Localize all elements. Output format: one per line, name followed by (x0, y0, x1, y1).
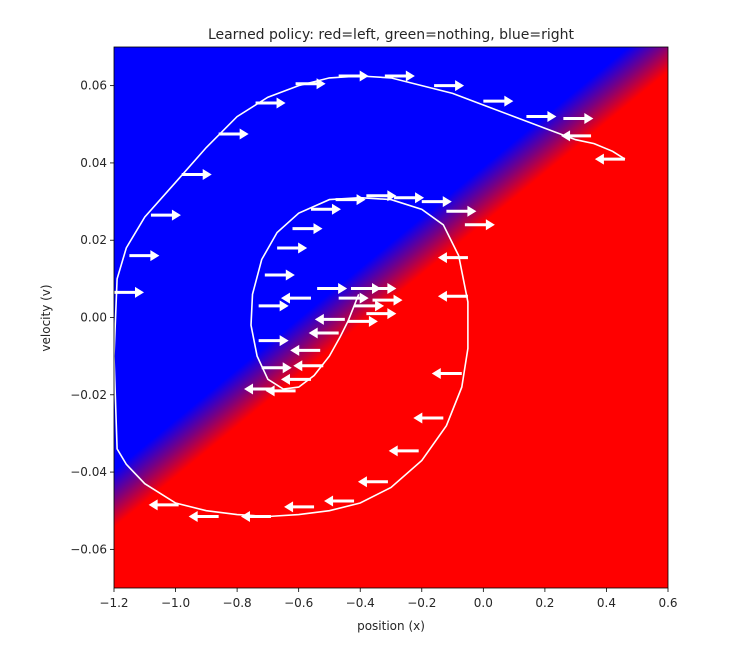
left-arrow (308, 327, 339, 339)
right-arrow (366, 308, 397, 320)
right-arrow (354, 300, 385, 312)
left-arrow (188, 511, 219, 523)
right-arrow (394, 192, 425, 204)
right-arrow (264, 269, 295, 281)
trajectory-line (114, 75, 626, 518)
action-arrows (114, 70, 625, 523)
right-arrow (464, 219, 495, 231)
x-tick-label: 0.0 (474, 596, 493, 610)
x-tick-label: −0.4 (346, 596, 375, 610)
left-arrow (284, 501, 315, 513)
x-axis-title: position (x) (357, 619, 425, 633)
left-arrow (290, 344, 321, 356)
right-arrow (258, 300, 289, 312)
y-tick-label: −0.02 (70, 388, 107, 402)
left-arrow (357, 476, 388, 488)
right-arrow (434, 80, 465, 92)
left-arrow (293, 360, 324, 372)
y-axis-title: velocity (v) (39, 284, 53, 351)
right-arrow (114, 286, 144, 298)
right-arrow (421, 196, 452, 208)
right-arrow (366, 283, 397, 295)
left-arrow (280, 373, 311, 385)
right-arrow (261, 362, 292, 374)
right-arrow (317, 283, 348, 295)
right-arrow (338, 70, 369, 82)
x-tick-label: −1.0 (161, 596, 190, 610)
right-arrow (366, 190, 397, 202)
right-arrow (181, 169, 212, 181)
left-arrow (314, 313, 345, 325)
right-arrow (258, 335, 289, 347)
right-arrow (446, 205, 477, 217)
x-tick-label: −0.2 (407, 596, 436, 610)
left-arrow (388, 445, 419, 457)
x-tick-label: 0.4 (597, 596, 616, 610)
left-arrow (431, 368, 462, 380)
left-arrow (148, 499, 179, 511)
right-arrow (150, 209, 181, 221)
left-arrow (437, 252, 468, 264)
y-tick-label: 0.06 (80, 79, 107, 93)
y-tick-label: 0.00 (80, 311, 107, 325)
right-arrow (526, 111, 557, 123)
right-arrow (218, 128, 249, 140)
right-arrow (310, 203, 341, 215)
y-tick-label: 0.04 (80, 156, 107, 170)
x-axis: −1.2 −1.0 −0.8 −0.6 −0.4 −0.2 0.0 0.2 0.4 0.6 (99, 588, 678, 610)
left-arrow (437, 290, 468, 302)
right-arrow (295, 78, 326, 90)
left-arrow (413, 412, 444, 424)
x-tick-label: 0.2 (535, 596, 554, 610)
left-arrow (244, 383, 275, 395)
right-arrow (277, 242, 308, 254)
y-tick-label: −0.04 (70, 465, 107, 479)
right-arrow (255, 97, 286, 109)
left-arrow (594, 153, 625, 165)
x-tick-label: −1.2 (99, 596, 128, 610)
left-arrow (561, 130, 592, 142)
right-arrow (129, 250, 160, 262)
x-tick-label: −0.6 (284, 596, 313, 610)
chart-title: Learned policy: red=left, green=nothing,… (208, 27, 575, 43)
plot-area (114, 47, 668, 588)
y-tick-label: 0.02 (80, 233, 107, 247)
left-arrow (280, 292, 311, 304)
right-arrow (372, 294, 403, 306)
right-arrow (338, 292, 369, 304)
right-arrow (563, 112, 594, 124)
right-arrow (335, 194, 366, 206)
right-arrow (292, 223, 323, 235)
y-tick-label: −0.06 (70, 542, 107, 556)
right-arrow (384, 70, 415, 82)
right-arrow (483, 95, 514, 107)
x-tick-label: −0.8 (223, 596, 252, 610)
left-arrow (240, 511, 271, 523)
right-arrow (347, 315, 378, 327)
x-tick-label: 0.6 (658, 596, 677, 610)
y-axis: −0.06 −0.04 −0.02 0.00 0.02 0.04 0.06 (70, 79, 114, 556)
left-arrow (324, 495, 355, 507)
